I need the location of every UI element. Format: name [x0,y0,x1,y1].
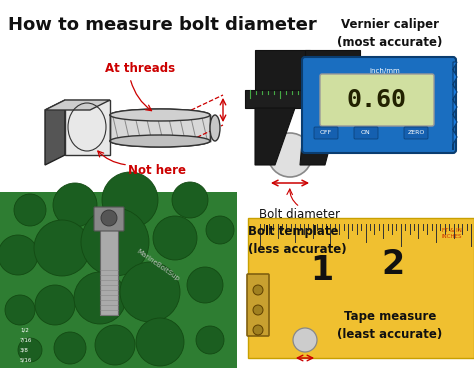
Circle shape [95,325,135,365]
Text: ON: ON [361,131,371,135]
Circle shape [54,332,86,364]
FancyBboxPatch shape [94,207,124,231]
Polygon shape [255,108,295,165]
Circle shape [172,182,208,218]
Polygon shape [65,100,110,155]
Ellipse shape [210,115,220,141]
Ellipse shape [110,109,210,121]
Text: Bolt diameter: Bolt diameter [259,208,340,221]
Ellipse shape [110,109,210,121]
Circle shape [14,194,46,226]
Polygon shape [300,108,340,165]
Polygon shape [255,50,310,90]
Circle shape [293,328,317,352]
Text: Bolt template
(less accurate): Bolt template (less accurate) [248,225,346,256]
Text: MarineBoltSup: MarineBoltSup [135,248,180,282]
FancyBboxPatch shape [302,57,456,153]
Circle shape [253,285,263,295]
Circle shape [34,220,90,276]
Circle shape [206,216,234,244]
FancyBboxPatch shape [320,74,434,126]
Text: Tape measure
(least accurate): Tape measure (least accurate) [337,310,443,341]
Polygon shape [45,100,65,165]
Ellipse shape [110,135,210,147]
Circle shape [253,325,263,335]
Text: 5/16: 5/16 [20,357,32,362]
FancyBboxPatch shape [100,215,118,315]
Circle shape [153,216,197,260]
FancyBboxPatch shape [248,218,474,358]
Circle shape [53,183,97,227]
Text: 1/2: 1/2 [20,328,29,333]
Circle shape [5,295,35,325]
FancyBboxPatch shape [404,127,428,139]
Text: inch/mm: inch/mm [370,68,401,74]
FancyBboxPatch shape [314,127,338,139]
Circle shape [0,235,38,275]
Circle shape [101,210,117,226]
Polygon shape [45,100,110,110]
Text: 2: 2 [382,248,405,282]
FancyBboxPatch shape [0,192,237,368]
Text: How to measure bolt diameter: How to measure bolt diameter [8,16,317,34]
Circle shape [136,318,184,366]
Text: At threads: At threads [105,61,175,74]
Text: 7/16: 7/16 [20,337,32,343]
Circle shape [35,285,75,325]
Text: 1: 1 [310,254,334,287]
Polygon shape [110,115,210,141]
Text: OFF: OFF [320,131,332,135]
Circle shape [187,267,223,303]
Circle shape [196,326,224,354]
Circle shape [18,338,42,362]
Circle shape [81,208,149,276]
Circle shape [102,172,158,228]
Text: Vernier caliper
(most accurate): Vernier caliper (most accurate) [337,18,443,49]
Circle shape [253,305,263,315]
Polygon shape [453,62,457,150]
Text: ZERO: ZERO [407,131,425,135]
FancyBboxPatch shape [354,127,378,139]
Ellipse shape [110,135,210,147]
Circle shape [268,133,312,177]
Text: FT & IN
INCHES: FT & IN INCHES [441,228,462,239]
Text: 3/8: 3/8 [20,347,29,353]
FancyBboxPatch shape [247,274,269,336]
Circle shape [120,262,180,322]
Circle shape [74,272,126,324]
Polygon shape [305,50,360,90]
Polygon shape [245,90,360,108]
Text: 0.60: 0.60 [347,88,407,112]
Text: Not here: Not here [128,163,186,177]
